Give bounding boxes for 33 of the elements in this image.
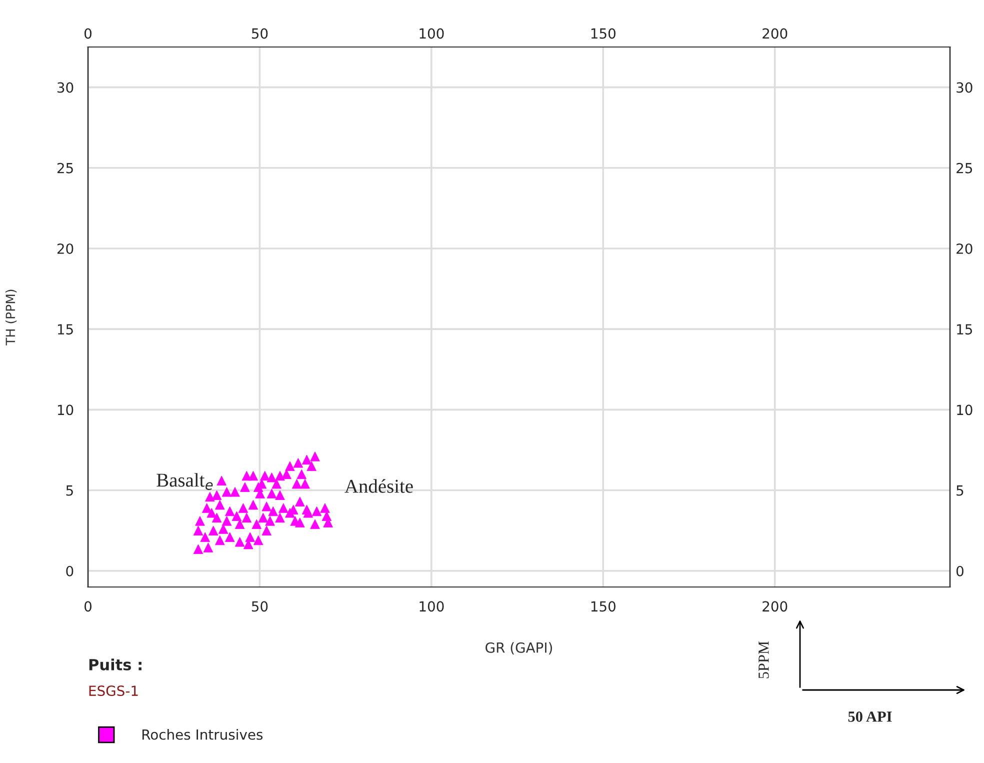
annotation: Andésite: [344, 479, 413, 493]
y2-tick-label: 0: [956, 566, 964, 576]
y-tick-label: 5: [66, 485, 73, 496]
x-axis-title: GR (GAPI): [486, 642, 552, 654]
y-tick-label: 30: [57, 82, 74, 93]
text: ESGS-1: [89, 686, 138, 696]
text: 5PPM: [758, 641, 769, 678]
text: Puits :: [89, 658, 142, 670]
y2-tick-label: 10: [957, 404, 972, 416]
y2-tick-label: 30: [956, 82, 972, 93]
x2-tick-label: 50: [252, 601, 268, 612]
y2-tick-label: 5: [956, 485, 964, 496]
y-axis-title: TH (PPM): [5, 290, 17, 346]
annotation: Basalt$_{e}$: [156, 473, 213, 490]
x-tick-label: 100: [420, 28, 444, 39]
x-tick-label: 150: [591, 28, 616, 39]
y2-tick-label: 15: [957, 324, 972, 335]
text: 50 API: [848, 712, 892, 722]
y-tick-label: 20: [57, 243, 74, 254]
y-tick-label: 25: [57, 162, 73, 174]
y2-tick-label: 25: [956, 162, 972, 174]
x2-tick-label: 200: [762, 601, 788, 612]
y-tick-label: 0: [66, 566, 74, 576]
legend-label: Roches Intrusives: [142, 729, 263, 740]
x2-tick-label: 0: [84, 601, 92, 612]
x-tick-label: 200: [762, 28, 788, 39]
x-tick-label: 0: [84, 28, 92, 39]
x2-tick-label: 100: [420, 601, 444, 612]
y-tick-label: 15: [58, 324, 73, 335]
x-tick-label: 50: [252, 28, 268, 39]
y-tick-label: 10: [58, 404, 74, 416]
x2-tick-label: 150: [591, 601, 616, 612]
y2-tick-label: 20: [956, 243, 972, 254]
